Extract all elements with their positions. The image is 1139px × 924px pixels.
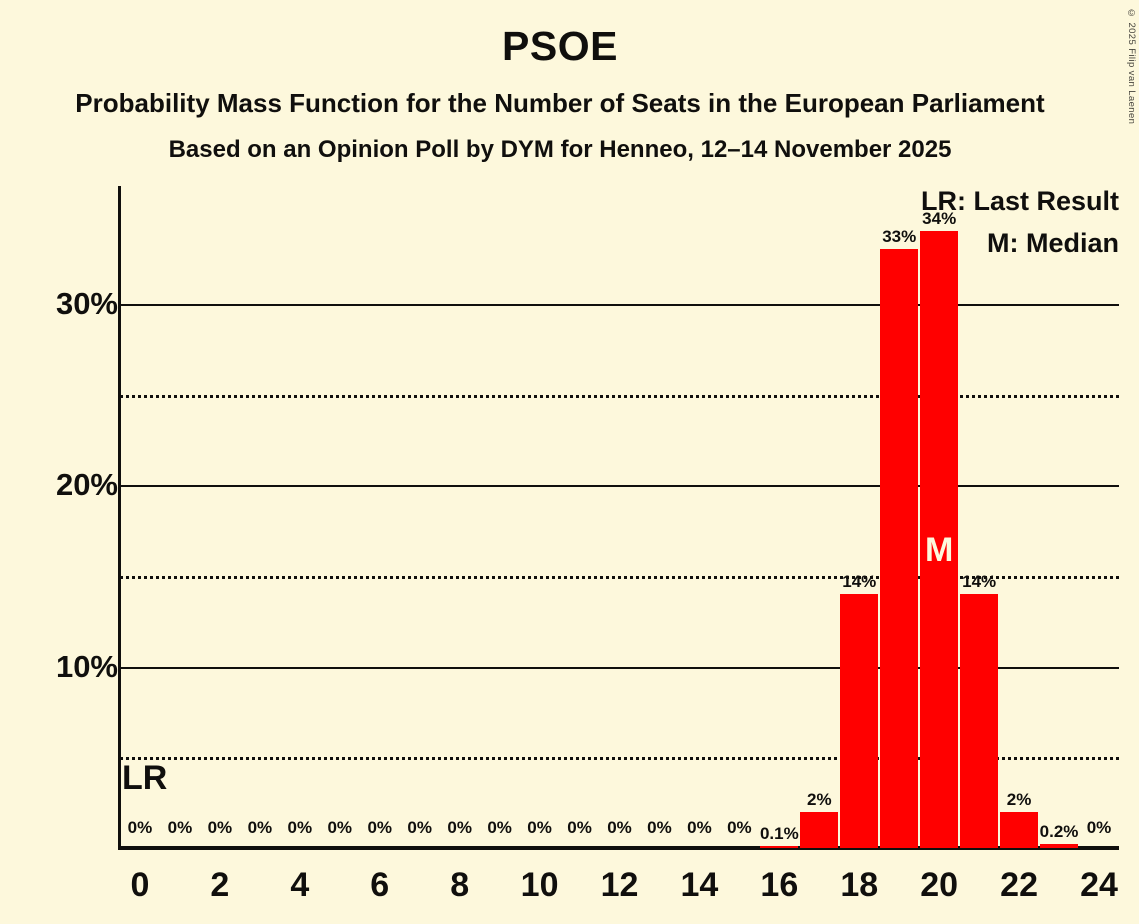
bar-value-label: 0% — [1086, 818, 1112, 837]
bar-value-label: 0% — [527, 818, 552, 837]
last-result-marker: LR — [122, 759, 168, 798]
chart-subtitle-primary: Probability Mass Function for the Number… — [75, 88, 1045, 118]
x-axis-tick-label: 0 — [130, 866, 150, 904]
bar-value-label: 0% — [367, 818, 393, 837]
bar-value-label: 0% — [247, 818, 273, 837]
bar-value-label: 0% — [327, 818, 353, 837]
bar-value-label: 14% — [842, 572, 877, 592]
bar — [1040, 844, 1079, 848]
x-axis-spine — [118, 846, 1119, 850]
x-axis-tick-label: 22 — [1000, 866, 1039, 904]
page-title: PSOE — [502, 23, 618, 69]
x-axis-tick-label: 16 — [760, 866, 799, 904]
gridline-major — [120, 303, 1119, 306]
legend-median: M: Median — [987, 228, 1119, 258]
bar-value-label: 2% — [1006, 789, 1032, 809]
bar — [1000, 811, 1039, 848]
bar-value-label: 0.1% — [759, 824, 799, 844]
bar — [840, 594, 879, 848]
x-axis-tick-label: 14 — [680, 866, 719, 904]
x-axis-tick-label: 6 — [370, 866, 390, 904]
median-marker: M — [925, 530, 954, 569]
x-axis-tick-label: 20 — [920, 866, 959, 904]
gridline-minor — [120, 575, 1119, 579]
x-axis-tick-label: 2 — [210, 866, 230, 904]
x-axis-tick-label: 12 — [600, 866, 639, 904]
x-axis-tick-label: 10 — [520, 866, 559, 904]
bar-value-label: 0% — [727, 818, 752, 837]
x-axis-tick-label: 8 — [450, 866, 470, 904]
x-axis-tick-label: 4 — [290, 866, 310, 904]
x-axis-tick-label: 24 — [1080, 866, 1118, 904]
gridline-major — [120, 485, 1119, 488]
bar-value-label: 0% — [407, 818, 432, 837]
bar-value-label: 0% — [167, 818, 193, 837]
gridline-minor — [120, 757, 1119, 761]
bar-value-label: 0.2% — [1039, 822, 1079, 842]
bar-value-label: 14% — [962, 572, 997, 592]
chart-subtitle-source: Based on an Opinion Poll by DYM for Henn… — [168, 136, 952, 163]
bar-value-label: 34% — [922, 209, 957, 229]
bar-value-label: 0% — [607, 818, 632, 837]
bar-value-label: 0% — [207, 818, 233, 837]
legend-last-result: LR: Last Result — [920, 186, 1119, 216]
bar-value-label: 33% — [882, 227, 917, 247]
bar-value-label: 0% — [487, 818, 512, 837]
y-axis-spine — [118, 186, 121, 850]
bar-value-label: 0% — [567, 818, 592, 837]
bar — [800, 811, 839, 848]
bar — [920, 231, 959, 848]
bar — [760, 846, 799, 848]
bar-value-label: 0% — [647, 818, 672, 837]
gridline-major — [120, 666, 1119, 669]
plot-area: 0% 0% 0% 0% 0% 0% 0% 0% 0% 0% 0% 0% 0% 0% 0% 0% 0.1% 2% 14… — [120, 186, 1119, 848]
bar — [880, 249, 919, 848]
bar-value-label: 0% — [127, 818, 153, 837]
bar-value-label: 2% — [807, 789, 832, 809]
bar — [960, 594, 999, 848]
y-axis-tick-label: 20% — [55, 467, 118, 503]
y-axis-tick-label: 30% — [55, 285, 118, 321]
x-axis-tick-label: 18 — [840, 866, 879, 904]
y-axis-tick-label: 10% — [55, 648, 118, 684]
bar-value-label: 0% — [287, 818, 313, 837]
bar-value-label: 0% — [687, 818, 712, 837]
gridline-minor — [120, 394, 1119, 398]
bar-value-label: 0% — [447, 818, 472, 837]
copyright-notice: © 2025 Filip van Laenen — [1126, 8, 1137, 125]
